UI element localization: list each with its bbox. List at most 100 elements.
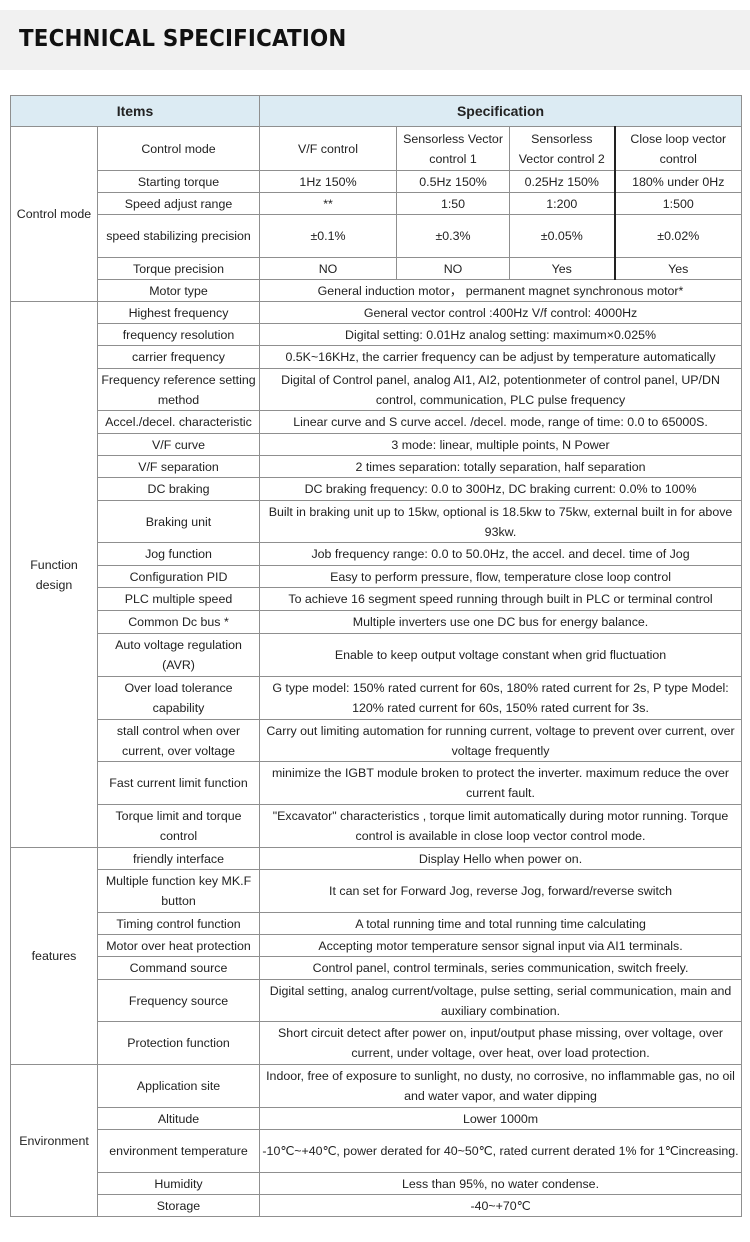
item-label: Frequency source [96, 979, 261, 1022]
table-row: Command source Control panel, control ter… [11, 956, 743, 980]
spec-value: Yes [509, 257, 616, 280]
spec-value: ±0.3% [396, 214, 511, 258]
spec-value: "Excavator" characteristics , torque lim… [259, 804, 743, 848]
table-row: Timing control function A total running t… [11, 912, 743, 935]
table-header-row: Items Specification [9, 95, 743, 127]
item-label: Torque precision [96, 257, 261, 280]
spec-value: Carry out limiting automation for runnin… [259, 719, 743, 762]
item-label: Accel./decel. characteristic [96, 410, 261, 434]
spec-value: -10℃~+40℃, power derated for 40~50℃, rat… [259, 1129, 743, 1173]
spec-value: 1:500 [614, 192, 743, 215]
item-label: Over load tolerance capability [96, 676, 261, 720]
table-row: frequency resolution Digital setting: 0.0… [11, 323, 743, 346]
spec-value: Accepting motor temperature sensor signa… [259, 934, 743, 957]
table-row: DC braking DC braking frequency: 0.0 to 3… [11, 477, 743, 501]
table-row: Torque precision NO NO Yes Yes [11, 257, 743, 280]
spec-value: Linear curve and S curve accel. /decel. … [259, 410, 743, 434]
spec-value: Indoor, free of exposure to sunlight, no… [259, 1064, 743, 1108]
table-row: Accel./decel. characteristic Linear curve… [11, 410, 743, 434]
spec-value: 0.25Hz 150% [509, 170, 616, 193]
spec-value: Lower 1000m [259, 1107, 743, 1130]
spec-value: 0.5Hz 150% [396, 170, 511, 193]
item-label: Common Dc bus * [96, 610, 261, 634]
table-row: stall control when over current, over vo… [11, 719, 743, 762]
table-row: Function design Highest frequency General … [10, 301, 743, 848]
item-label: V/F separation [96, 455, 261, 478]
spec-value: Easy to perform pressure, flow, temperat… [259, 565, 743, 588]
spec-value: Display Hello when power on. [259, 847, 743, 870]
table-row: Frequency source Digital setting, analog … [11, 979, 743, 1022]
item-label: Frequency reference setting method [96, 368, 261, 411]
table-row: Starting torque 1Hz 150% 0.5Hz 150% 0.25Hz … [11, 170, 743, 193]
item-label: Braking unit [96, 500, 261, 543]
spec-value: Sensorless Vector control 2 [509, 126, 616, 171]
spec-value: V/F control [259, 126, 398, 171]
spec-value: Less than 95%, no water condense. [259, 1172, 743, 1195]
spec-value: Enable to keep output voltage constant w… [259, 633, 743, 677]
table-row: Protection function Short circuit detect … [11, 1021, 743, 1065]
item-label: Storage [96, 1194, 261, 1217]
spec-value: minimize the IGBT module broken to prote… [259, 761, 743, 805]
table-row: PLC multiple speed To achieve 16 segment … [11, 587, 743, 611]
spec-value: Short circuit detect after power on, inp… [259, 1021, 743, 1065]
header-items: Items [9, 95, 261, 127]
table-row: carrier frequency 0.5K~16KHz, the carrier… [11, 345, 743, 369]
item-label: Altitude [96, 1107, 261, 1130]
spec-value: 1:200 [509, 192, 616, 215]
spec-value: Job frequency range: 0.0 to 50.0Hz, the … [259, 542, 743, 566]
item-label: Configuration PID [96, 565, 261, 588]
title-banner: TECHNICAL SPECIFICATION [0, 10, 750, 70]
spec-value: It can set for Forward Jog, reverse Jog,… [259, 869, 743, 913]
item-label: friendly interface [96, 847, 261, 870]
spec-table: Items Specification Control mode Control … [9, 95, 743, 1217]
group-label: Environment [10, 1064, 98, 1217]
table-row: Frequency reference setting method Digita… [11, 368, 743, 411]
table-row: Control mode Control mode V/F control Senso… [10, 126, 743, 302]
table-row: Fast current limit function minimize the … [11, 761, 743, 805]
spec-value: ±0.05% [509, 214, 616, 258]
table-row: features friendly interface Display Hello … [10, 847, 743, 1065]
item-label: Motor type [96, 279, 261, 302]
spec-value: 180% under 0Hz [614, 170, 743, 193]
item-label: speed stabilizing precision [96, 214, 261, 258]
table-row: Over load tolerance capability G type mod… [11, 676, 743, 720]
spec-value: Sensorless Vector control 1 [396, 126, 511, 171]
spec-value: Control panel, control terminals, series… [259, 956, 743, 980]
spec-value: DC braking frequency: 0.0 to 300Hz, DC b… [259, 477, 743, 501]
item-label: Protection function [96, 1021, 261, 1065]
spec-value: A total running time and total running t… [259, 912, 743, 935]
item-label: Speed adjust range [96, 192, 261, 215]
item-label: PLC multiple speed [96, 587, 261, 611]
item-label: Timing control function [96, 912, 261, 935]
spec-value: Digital setting, analog current/voltage,… [259, 979, 743, 1022]
table-row: Configuration PID Easy to perform pressur… [11, 565, 743, 588]
item-label: Control mode [96, 126, 261, 171]
item-label: DC braking [96, 477, 261, 501]
item-label: V/F curve [96, 433, 261, 456]
table-row: Humidity Less than 95%, no water condense… [11, 1172, 743, 1195]
item-label: Multiple function key MK.F button [96, 869, 261, 913]
spec-value: ** [259, 192, 398, 215]
item-label: carrier frequency [96, 345, 261, 369]
item-label: Highest frequency [96, 301, 261, 324]
spec-value: 0.5K~16KHz, the carrier frequency can be… [259, 345, 743, 369]
spec-value: ±0.02% [614, 214, 743, 258]
item-label: stall control when over current, over vo… [96, 719, 261, 762]
spec-value: 3 mode: linear, multiple points, N Power [259, 433, 743, 456]
item-label: Jog function [96, 542, 261, 566]
table-row: V/F curve 3 mode: linear, multiple points… [11, 433, 743, 456]
spec-value: Digital setting: 0.01Hz analog setting: … [259, 323, 743, 346]
spec-value: To achieve 16 segment speed running thro… [259, 587, 743, 611]
spec-value: 2 times separation: totally separation, … [259, 455, 743, 478]
table-row: Auto voltage regulation (AVR) Enable to k… [11, 633, 743, 677]
table-row: environment temperature -10℃~+40℃, power … [11, 1129, 743, 1173]
spec-value: General vector control :400Hz V/f contro… [259, 301, 743, 324]
spec-value: Digital of Control panel, analog AI1, AI… [259, 368, 743, 411]
table-row: Braking unit Built in braking unit up to … [11, 500, 743, 543]
spec-value: 1:50 [396, 192, 511, 215]
item-label: Motor over heat protection [96, 934, 261, 957]
table-row: V/F separation 2 times separation: totall… [11, 455, 743, 478]
spec-value: Close loop vector control [614, 126, 743, 171]
table-row: Speed adjust range ** 1:50 1:200 1:500 [11, 192, 743, 215]
spec-value: -40~+70℃ [259, 1194, 743, 1217]
